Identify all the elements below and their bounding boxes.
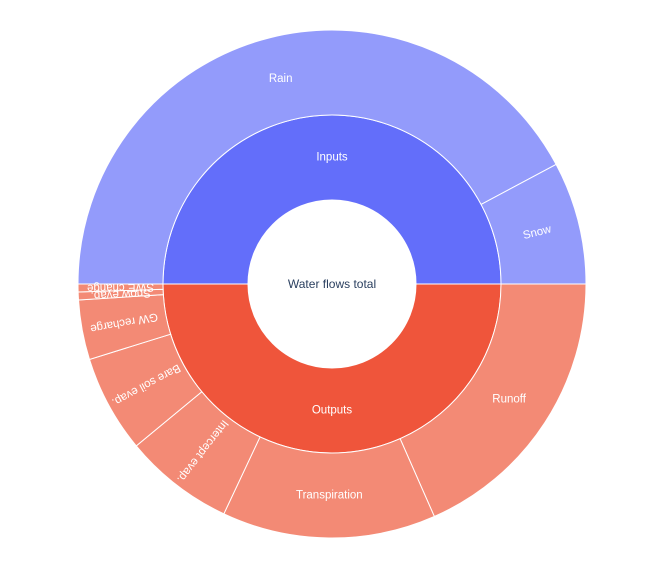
root-label[interactable]: Water flows total [288, 277, 376, 291]
label-swe-change: SWE change [87, 281, 154, 294]
label-inputs: Inputs [316, 152, 348, 164]
segment-swe-change[interactable] [77, 283, 164, 293]
label-runoff: Runoff [492, 394, 526, 406]
label-snow-evap: Snow evap. [90, 287, 151, 302]
label-rain: Rain [269, 73, 293, 85]
segment-rain[interactable] [77, 29, 557, 285]
label-transpiration: Transpiration [296, 490, 363, 502]
sunburst-segments [77, 29, 587, 539]
label-outputs: Outputs [312, 405, 353, 417]
